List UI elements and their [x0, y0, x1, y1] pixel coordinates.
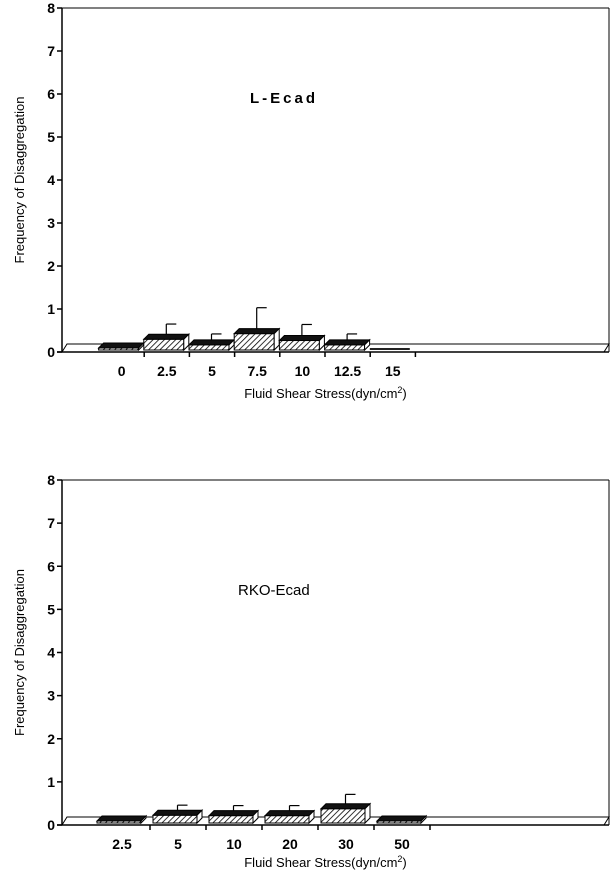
bar	[143, 338, 185, 351]
y-tick-label: 4	[47, 172, 55, 188]
bar	[188, 344, 230, 351]
x-tick-label: 12.5	[334, 363, 361, 379]
chart-panel-1: 0 1 2 3 4 5 6 7 8 Frequency of Disaggregation 0 2.5…	[12, 0, 610, 401]
bar	[369, 348, 410, 350]
x-tick-label: 30	[338, 836, 354, 852]
bar-top	[187, 339, 236, 346]
y-tick-label: 0	[47, 344, 55, 360]
bar-side	[140, 814, 147, 825]
x-axis-title: Fluid Shear Stress(dyn/cm2)	[244, 854, 407, 870]
chart-panel-2: 0 1 2 3 4 5 6 7 8 Frequency of Disaggregation 2.5 5…	[12, 472, 610, 870]
bar	[233, 333, 275, 351]
y-tick-label: 7	[47, 43, 55, 59]
x-tick-label: 20	[282, 836, 298, 852]
bar-side	[196, 809, 203, 825]
x-axis-title: Fluid Shear Stress(dyn/cm2)	[244, 385, 407, 401]
bar-top	[142, 333, 191, 340]
bar-side	[252, 809, 259, 825]
y-tick-label: 2	[47, 258, 55, 274]
x-tick-label: 5	[174, 836, 182, 852]
y-tick-label: 8	[47, 0, 55, 16]
x-tick-label: 7.5	[247, 363, 267, 379]
y-tick-label: 6	[47, 558, 55, 574]
y-tick-label: 4	[47, 645, 55, 661]
y-tick-label: 2	[47, 731, 55, 747]
x-tick-label: 5	[208, 363, 216, 379]
bar-side	[308, 809, 315, 825]
bar	[264, 815, 310, 824]
bar-side	[364, 802, 371, 825]
y-tick-label: 3	[47, 215, 55, 231]
y-axis-title: Frequency of Disaggregation	[12, 569, 27, 736]
bar	[278, 340, 320, 351]
bar-top	[95, 815, 148, 822]
bar-top	[263, 810, 316, 817]
y-tick-label: 8	[47, 472, 55, 488]
x-tick-label: 10	[226, 836, 242, 852]
x-tick-label: 2.5	[112, 836, 132, 852]
bar-top	[207, 810, 260, 817]
y-tick-label: 1	[47, 301, 55, 317]
bar-top	[97, 342, 145, 349]
bar-top	[323, 339, 371, 346]
x-tick-label: 50	[394, 836, 410, 852]
bar-top	[151, 809, 204, 816]
bar	[152, 814, 198, 824]
x-tick-label: 15	[385, 363, 401, 379]
bar-top	[319, 803, 372, 810]
y-tick-label: 7	[47, 515, 55, 531]
bar-side	[364, 338, 371, 352]
bar-top	[232, 328, 281, 335]
y-tick-label: 5	[47, 601, 55, 617]
bar-top	[375, 815, 428, 822]
bar	[324, 344, 366, 351]
y-tick-label: 0	[47, 817, 55, 833]
bar-side	[420, 814, 427, 825]
y-tick-label: 3	[47, 688, 55, 704]
y-axis-title: Frequency of Disaggregation	[12, 97, 27, 264]
panel-annotation: RKO-Ecad	[238, 582, 310, 599]
bar	[208, 815, 254, 824]
panel-annotation: L-Ecad	[250, 90, 318, 107]
x-tick-label: 10	[295, 363, 311, 379]
y-tick-label: 5	[47, 129, 55, 145]
bar	[320, 808, 366, 824]
x-tick-label: 2.5	[157, 363, 177, 379]
y-tick-label: 1	[47, 774, 55, 790]
x-tick-label: 0	[118, 363, 126, 379]
y-tick-label: 6	[47, 86, 55, 102]
bar-top	[278, 335, 326, 342]
